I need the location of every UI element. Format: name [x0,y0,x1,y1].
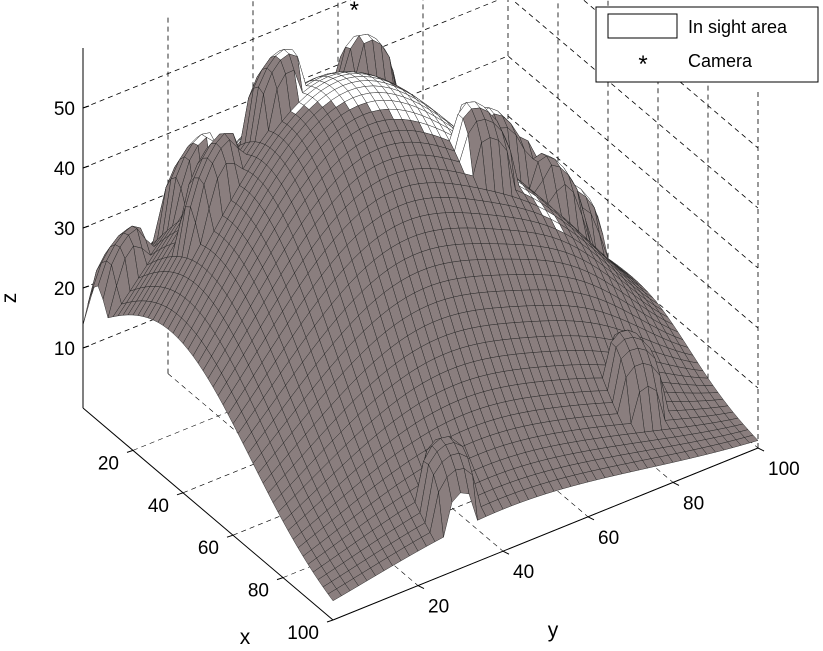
y-tick-mark [758,448,764,451]
legend-camera-asterisk: * [638,51,647,78]
y-tick-mark [588,517,594,520]
y-tick-label: 60 [598,528,619,549]
x-tick-mark [127,450,133,452]
legend-label-in-sight: In sight area [688,17,788,37]
x-tick-label: 60 [198,538,219,559]
x-tick-label: 80 [248,581,269,602]
z-tick-label: 50 [54,99,75,120]
z-axis-label: z [0,293,21,304]
z-tick-mark [83,286,89,288]
y-tick-label: 40 [513,562,534,583]
z-tick-mark [83,106,89,108]
y-tick-mark [418,586,424,589]
x-tick-mark [277,578,283,580]
y-tick-mark [503,551,509,554]
z-tick-label: 30 [54,219,75,240]
legend-swatch-in-sight [608,14,677,38]
z-tick-mark [83,166,89,168]
x-tick-label: 20 [98,453,119,474]
z-tick-mark [83,346,89,348]
camera-marker: * [350,0,359,24]
z-tick-label: 20 [54,279,75,300]
z-tick-mark [83,226,89,228]
legend-label-camera: Camera [688,51,753,71]
z-tick-label: 40 [54,159,75,180]
x-tick-mark [227,535,233,537]
y-axis-label: y [548,619,559,642]
y-tick-label: 80 [683,493,704,514]
x-tick-mark [177,493,183,495]
y-tick-mark [673,482,679,485]
y-tick-label: 100 [768,459,800,480]
legend: In sight area * Camera [596,7,818,82]
x-axis-label: x [240,626,251,649]
x-tick-label: 100 [287,623,319,644]
camera-marker-group: * [350,0,359,24]
x-tick-mark [327,620,333,622]
x-tick-label: 40 [148,496,169,517]
z-tick-label: 10 [54,339,75,360]
terrain-surface [83,34,758,601]
y-tick-label: 20 [428,597,449,618]
